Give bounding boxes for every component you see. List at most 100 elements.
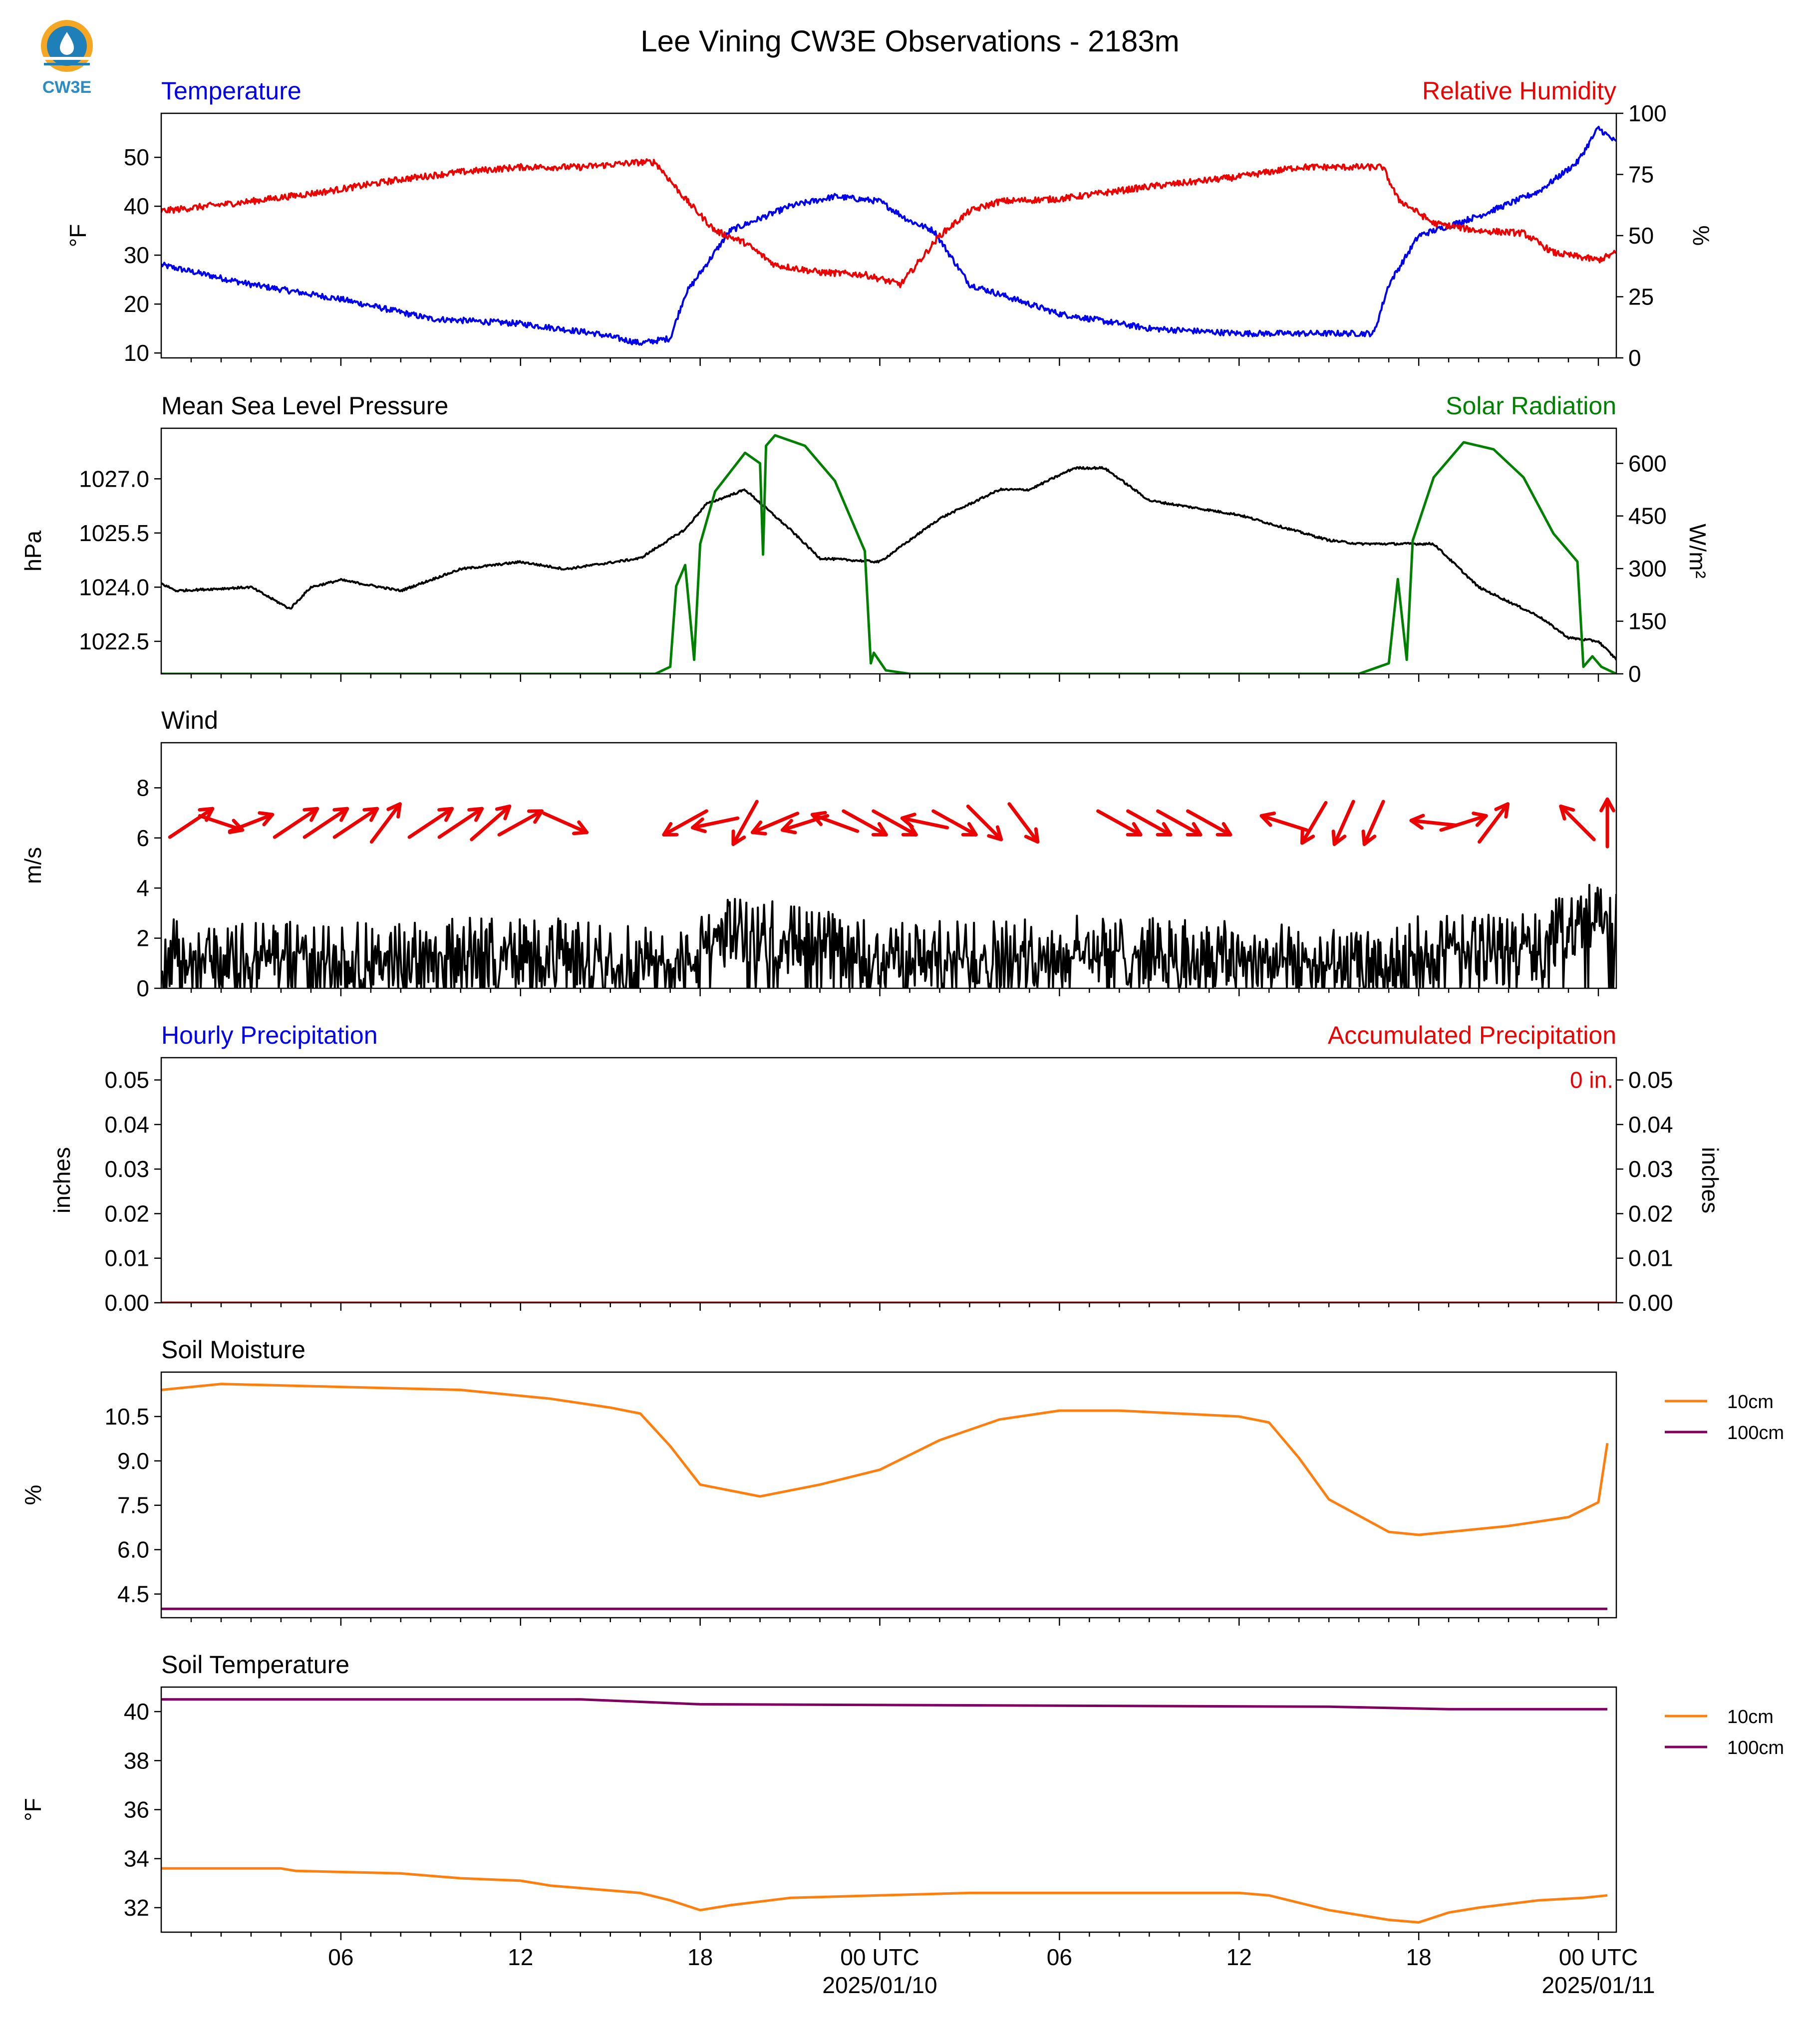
wind-arrow [303, 807, 349, 839]
wind-arrow [332, 807, 379, 839]
accumulated-annotation: 0 in. [1570, 1067, 1613, 1093]
y-tick-label-right: 0.04 [1628, 1112, 1673, 1138]
wind-arrow [662, 809, 708, 837]
x-tick-label: 18 [1406, 1944, 1432, 1970]
wind-arrow-head [961, 822, 978, 837]
y-tick-label-left: 0.04 [104, 1112, 149, 1138]
wind-arrow [1300, 801, 1328, 845]
wind-arrow [407, 807, 454, 839]
wind-arrow-head [1361, 829, 1377, 846]
y-tick-label-left: 36 [124, 1797, 149, 1823]
wind-arrow-head [467, 807, 484, 822]
wind-arrow [470, 804, 512, 842]
y-axis-label-left: m/s [20, 847, 46, 884]
wind-arrow-head [662, 822, 679, 837]
panel-2: Wind 0 2 4 6 8 m/s [20, 706, 1617, 1001]
panel-3: Hourly Precipitation Accumulated Precipit… [49, 1021, 1723, 1316]
y-axis-label-right: W/m² [1685, 524, 1711, 579]
y-axis-label-left: % [20, 1485, 46, 1505]
y-tick-label-left: 4 [136, 875, 149, 901]
wind-arrow [1007, 802, 1040, 844]
wind-arrow-head [1156, 822, 1173, 837]
wind-arrow-head [1259, 811, 1276, 827]
wind-arrow [900, 816, 949, 830]
y-tick-label-left: 40 [124, 193, 149, 219]
panel-frame [160, 427, 1617, 675]
wind-arrow-head [198, 807, 215, 822]
y-tick-label-left: 2 [136, 925, 149, 951]
wind-arrow [842, 809, 888, 837]
y-tick-label-left: 9.0 [117, 1448, 149, 1474]
logo-text: CW3E [42, 78, 91, 97]
wind-arrow [690, 816, 740, 830]
y-tick-label-right: 0.03 [1628, 1156, 1673, 1182]
wind-arrow-head [1186, 822, 1203, 837]
wind-arrow [1096, 809, 1143, 837]
x-tick-label: 06 [1047, 1944, 1072, 1970]
series-group [161, 126, 1616, 346]
y-axis-label-left: °F [65, 224, 91, 248]
x-tick-label: 12 [508, 1944, 533, 1970]
wind-arrow-head [731, 829, 746, 846]
wind-arrow [750, 812, 800, 835]
wind-arrow-head [1599, 797, 1615, 813]
wind-arrow [1559, 804, 1596, 842]
y-tick-label-left: 1024.0 [79, 574, 149, 600]
panel-title-left: Hourly Precipitation [161, 1021, 378, 1049]
y-tick-label-left: 10.5 [104, 1404, 149, 1430]
wind-arrow-head [332, 807, 349, 822]
series-group [161, 883, 1616, 988]
figure-title: Lee Vining CW3E Observations - 2183m [640, 24, 1179, 58]
wind-arrow-head [527, 809, 544, 824]
panel-frame [160, 1371, 1617, 1619]
x-tick-sublabel: 2025/01/11 [1542, 1972, 1655, 1998]
panel-4: Soil Moisture 4.5 6.0 7.5 9.0 10.5% 10cm 100cm [20, 1336, 1784, 1626]
wind-arrow-head [303, 807, 319, 822]
y-axis-label-right: % [1688, 226, 1714, 246]
series-line-1 [161, 434, 1616, 674]
wind-arrow [872, 809, 918, 837]
y-tick-label-right: 75 [1628, 162, 1654, 188]
y-tick-label-right: 0 [1628, 345, 1641, 371]
legend-label: 100cm [1727, 1738, 1784, 1758]
wind-arrow-head [437, 807, 454, 822]
x-tick-sublabel: 2025/01/10 [822, 1972, 937, 1998]
wind-arrow-head [1472, 811, 1488, 827]
y-tick-label-left: 0 [136, 975, 149, 1001]
wind-arrow-head [1331, 829, 1347, 846]
wind-arrow-head [900, 813, 916, 829]
y-tick-label-left: 8 [136, 775, 149, 801]
wind-arrow-head [750, 820, 767, 836]
y-axis-label-left: inches [49, 1147, 75, 1213]
y-tick-label-left: 10 [124, 340, 149, 366]
y-tick-label-right: 0.01 [1628, 1245, 1673, 1271]
wind-arrow [966, 804, 1003, 842]
series-group [161, 1383, 1609, 1610]
y-tick-label-left: 40 [124, 1699, 149, 1725]
wind-arrow [497, 809, 544, 837]
wind-arrow-head [1024, 827, 1040, 844]
wind-arrow-head [572, 820, 589, 836]
wind-arrows [168, 797, 1615, 849]
wind-arrow [1409, 819, 1458, 827]
series-line-0 [161, 126, 1616, 346]
panel-title-left: Mean Sea Level Pressure [161, 392, 448, 420]
panel-frame [160, 112, 1617, 359]
wind-arrow-head [780, 819, 797, 835]
y-tick-label-left: 4.5 [117, 1581, 149, 1607]
y-tick-label-right: 450 [1628, 503, 1667, 529]
wind-arrow-head [987, 825, 1003, 842]
y-tick-label-left: 0.01 [104, 1245, 149, 1271]
y-tick-label-left: 0.00 [104, 1290, 149, 1316]
wind-arrow [731, 800, 759, 846]
x-tick-label: 12 [1226, 1944, 1252, 1970]
y-tick-label-left: 0.05 [104, 1067, 149, 1093]
wind-arrow [273, 807, 319, 839]
y-tick-label-right: 0.00 [1628, 1290, 1673, 1316]
wind-arrow-head [1559, 804, 1575, 821]
x-tick-label: 18 [687, 1944, 713, 1970]
x-tick-label: 00 UTC [840, 1944, 919, 1970]
panel-5: Soil Temperature 32 34 36 38 40 °F 10cm 100cm [20, 1651, 1784, 1940]
panel-0: Temperature Relative Humidity 10 20 30 40 50 0 2… [65, 77, 1714, 371]
